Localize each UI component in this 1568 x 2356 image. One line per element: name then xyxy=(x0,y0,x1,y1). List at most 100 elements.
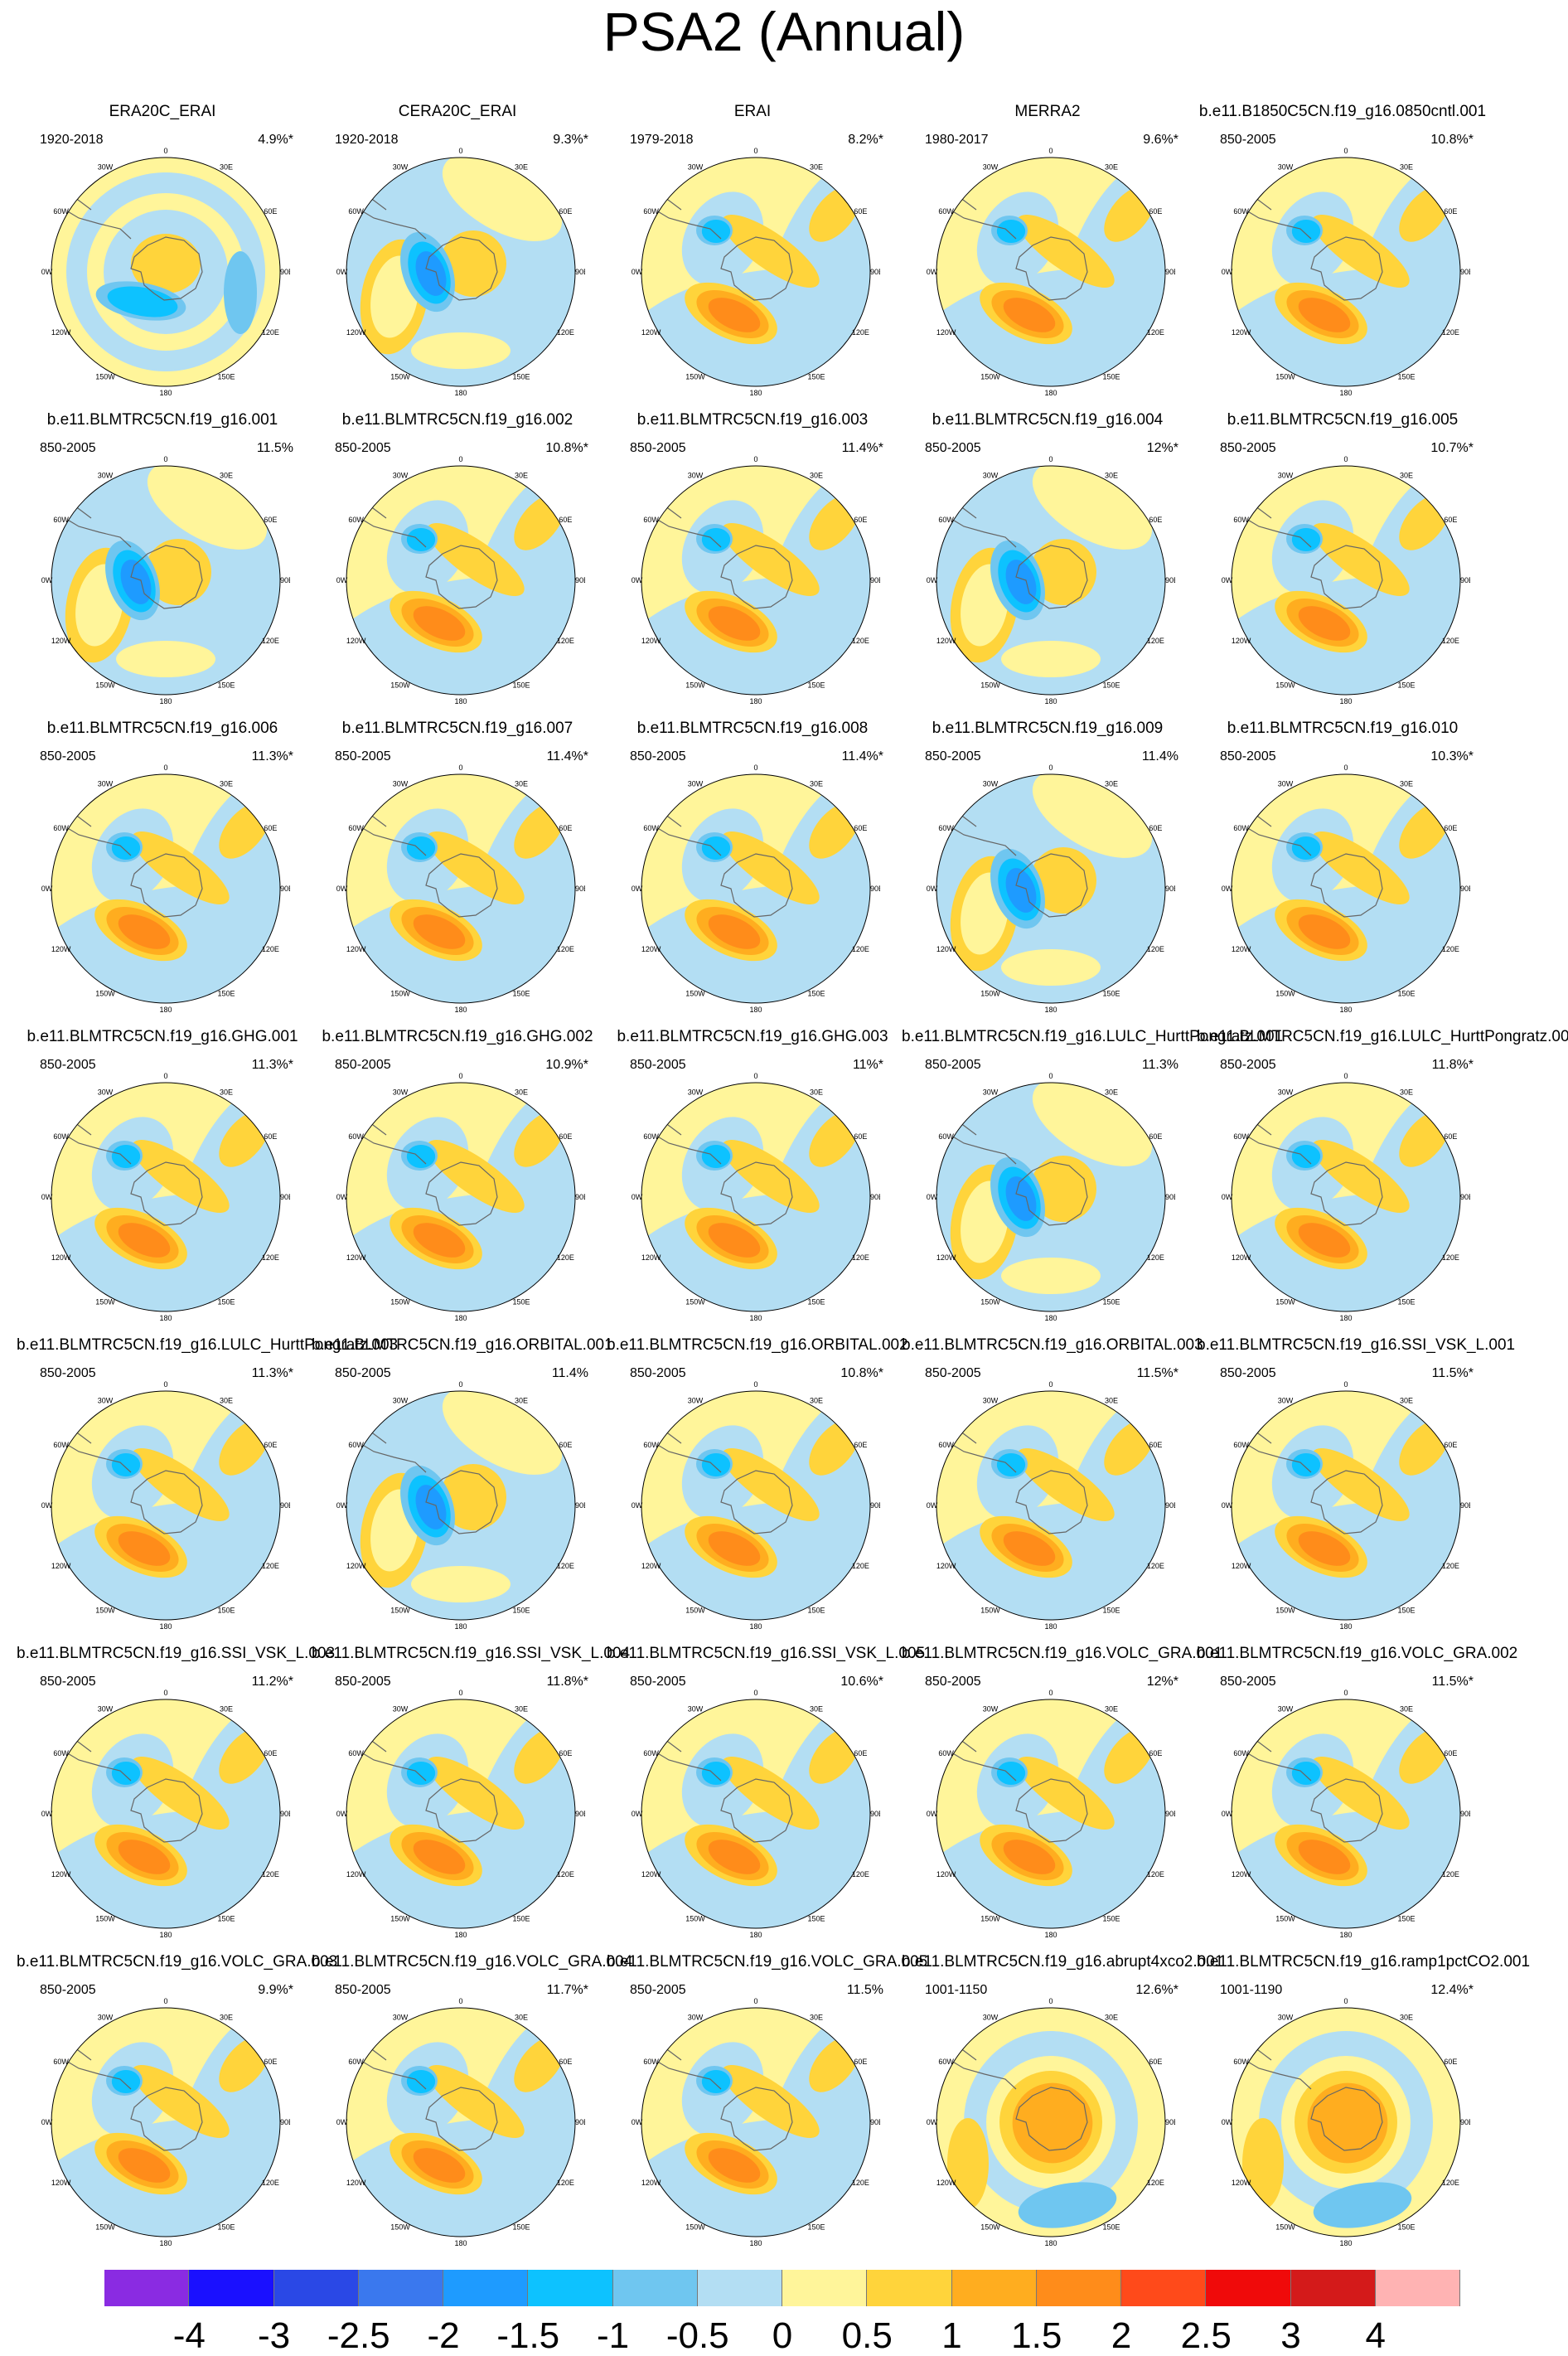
longitude-label: 60E xyxy=(854,824,867,832)
longitude-label: 60W xyxy=(938,824,954,832)
longitude-label: 120W xyxy=(641,1253,661,1262)
longitude-label: 120E xyxy=(1442,1870,1459,1878)
longitude-label: 120W xyxy=(346,637,366,645)
longitude-label: 90E xyxy=(575,1810,585,1818)
longitude-label: 60E xyxy=(1444,1441,1457,1449)
longitude-label: 120E xyxy=(1442,1562,1459,1570)
longitude-label: 180 xyxy=(159,389,172,396)
longitude-label: 90W xyxy=(41,2118,53,2126)
panel-period: 1980-2017 xyxy=(925,133,989,147)
polar-map: 0 30E 60E 90E 120E 150E 180 150W 120W 90W 60W 30W xyxy=(632,456,880,705)
longitude-label: 30E xyxy=(220,1397,233,1405)
longitude-label: 0 xyxy=(1048,148,1053,155)
longitude-label: 0 xyxy=(753,148,757,155)
longitude-label: 150E xyxy=(807,989,825,997)
longitude-label: 150W xyxy=(685,1606,705,1614)
panel-variance-percent: 10.3%* xyxy=(1430,749,1474,764)
longitude-label: 90E xyxy=(1460,1193,1470,1201)
longitude-label: 180 xyxy=(1339,697,1352,705)
longitude-label: 180 xyxy=(159,1006,172,1013)
panel-title: b.e11.BLMTRC5CN.f19_g16.007 xyxy=(341,720,573,737)
panel-variance-percent: 11.8%* xyxy=(546,1675,588,1689)
longitude-label: 0 xyxy=(163,1998,167,2005)
panel-variance-percent: 11.7%* xyxy=(546,1983,588,1997)
longitude-label: 120W xyxy=(346,2179,366,2187)
map-panel: b.e11.BLMTRC5CN.f19_g16.003 850-2005 11.4%… xyxy=(607,406,898,717)
longitude-label: 180 xyxy=(454,1931,467,1938)
map-panel: b.e11.BLMTRC5CN.f19_g16.ORBITAL.002 850-2… xyxy=(607,1331,908,1642)
panel-title: b.e11.BLMTRC5CN.f19_g16.LULC_HurttPongra… xyxy=(17,1336,399,1354)
longitude-label: 180 xyxy=(454,389,467,396)
panel-variance-percent: 11.3%* xyxy=(251,749,293,764)
longitude-label: 180 xyxy=(1339,1006,1352,1013)
colorbar-tick-label: 0.5 xyxy=(841,2315,893,2356)
longitude-label: 30E xyxy=(220,163,233,172)
longitude-label: 120W xyxy=(346,1870,366,1878)
map-panel: ERAI 1979-2018 8.2%* 0 30E 60E 90E 120E 150E 180 1… xyxy=(607,98,898,409)
longitude-label: 90W xyxy=(41,268,53,276)
panel-title: MERRA2 xyxy=(1014,103,1081,120)
panel-period: 1979-2018 xyxy=(630,133,694,147)
longitude-label: 120E xyxy=(1147,1253,1164,1262)
longitude-label: 90E xyxy=(280,1810,290,1818)
longitude-label: 0 xyxy=(1048,764,1053,772)
longitude-label: 0 xyxy=(458,1073,462,1080)
longitude-label: 180 xyxy=(159,697,172,705)
panel-variance-percent: 10.8%* xyxy=(840,1366,883,1380)
longitude-label: 60W xyxy=(348,2058,364,2066)
longitude-label: 60E xyxy=(1149,516,1162,524)
longitude-label: 120E xyxy=(852,1870,869,1878)
longitude-label: 30E xyxy=(1105,1705,1118,1714)
panel-period: 850-2005 xyxy=(40,1366,96,1380)
panel-variance-percent: 11.2%* xyxy=(251,1675,293,1689)
longitude-label: 120W xyxy=(51,1562,71,1570)
longitude-label: 150E xyxy=(807,681,825,689)
longitude-label: 90E xyxy=(1460,885,1470,893)
longitude-label: 150E xyxy=(1102,1914,1120,1922)
longitude-label: 120W xyxy=(346,945,366,953)
polar-map: 0 30E 60E 90E 120E 150E 180 150W 120W 90W 60W 30W xyxy=(1222,764,1470,1013)
longitude-label: 150E xyxy=(1397,2223,1415,2231)
map-panel: b.e11.BLMTRC5CN.f19_g16.010 850-2005 10.3%… xyxy=(1197,715,1488,1025)
longitude-label: 150E xyxy=(512,989,530,997)
longitude-label: 120E xyxy=(852,945,869,953)
map-panel: b.e11.BLMTRC5CN.f19_g16.VOLC_GRA.002 850-… xyxy=(1197,1640,1517,1951)
longitude-label: 0 xyxy=(1343,148,1348,155)
longitude-label: 30W xyxy=(1278,2014,1294,2022)
polar-map: 0 30E 60E 90E 120E 150E 180 150W 120W 90W 60W 30W xyxy=(41,456,290,705)
longitude-label: 30E xyxy=(1105,2014,1118,2022)
longitude-label: 60E xyxy=(1149,1441,1162,1449)
longitude-label: 120E xyxy=(1147,328,1164,337)
panel-title: b.e11.BLMTRC5CN.f19_g16.005 xyxy=(1227,411,1459,429)
longitude-label: 30W xyxy=(98,780,114,788)
longitude-label: 30E xyxy=(810,1397,823,1405)
longitude-label: 150W xyxy=(95,989,115,997)
longitude-label: 90E xyxy=(870,1810,880,1818)
panel-title: ERA20C_ERAI xyxy=(109,103,216,120)
panel-period: 850-2005 xyxy=(335,441,391,455)
longitude-label: 150W xyxy=(1275,681,1295,689)
panel-period: 850-2005 xyxy=(1220,133,1276,147)
longitude-label: 90W xyxy=(41,885,53,893)
panel-period: 850-2005 xyxy=(335,1058,391,1072)
longitude-label: 120W xyxy=(936,945,956,953)
longitude-label: 150W xyxy=(1275,1606,1295,1614)
panel-period: 1920-2018 xyxy=(335,133,399,147)
longitude-label: 180 xyxy=(749,1314,762,1321)
longitude-label: 30E xyxy=(515,1705,528,1714)
longitude-label: 150E xyxy=(512,2223,530,2231)
longitude-label: 60E xyxy=(1149,2058,1162,2066)
longitude-label: 150W xyxy=(95,1914,115,1922)
longitude-label: 0 xyxy=(1343,1381,1348,1389)
colorbar-tick-label: 2.5 xyxy=(1180,2315,1232,2356)
map-panel: b.e11.BLMTRC5CN.f19_g16.SSI_VSK_L.003 850… xyxy=(17,1640,335,1951)
panel-period: 850-2005 xyxy=(335,1366,391,1380)
panel-variance-percent: 10.8%* xyxy=(545,441,588,455)
panel-period: 850-2005 xyxy=(1220,1675,1276,1689)
colorbar-segment xyxy=(528,2270,613,2306)
longitude-label: 90E xyxy=(870,885,880,893)
longitude-label: 30E xyxy=(810,2014,823,2022)
longitude-label: 150E xyxy=(1102,681,1120,689)
longitude-label: 30E xyxy=(810,1088,823,1097)
longitude-label: 150E xyxy=(217,1606,235,1614)
